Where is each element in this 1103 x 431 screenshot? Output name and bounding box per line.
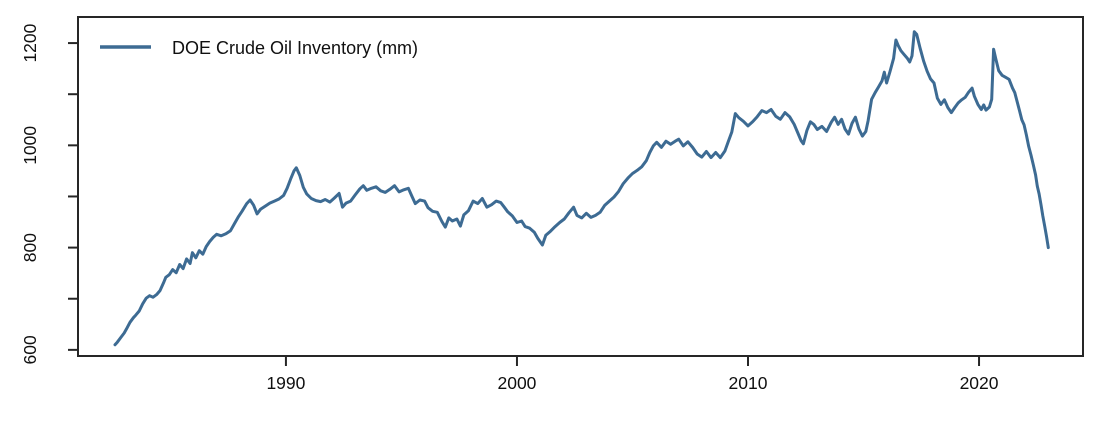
x-tick-label: 2020 bbox=[960, 373, 999, 393]
x-tick-label: 2000 bbox=[497, 373, 536, 393]
series-line bbox=[113, 30, 1050, 347]
y-axis: 600 800 1000 1200 bbox=[20, 23, 78, 364]
x-axis: 1990 2000 2010 2020 bbox=[266, 356, 999, 393]
x-tick-label: 2010 bbox=[729, 373, 768, 393]
y-tick-label: 600 bbox=[20, 335, 40, 364]
series-group bbox=[113, 30, 1050, 347]
x-tick-label: 1990 bbox=[266, 373, 305, 393]
y-tick-label: 1200 bbox=[20, 23, 40, 62]
plot-box bbox=[77, 16, 1084, 357]
legend: DOE Crude Oil Inventory (mm) bbox=[100, 38, 418, 58]
legend-label: DOE Crude Oil Inventory (mm) bbox=[172, 38, 418, 58]
y-tick-label: 1000 bbox=[20, 126, 40, 165]
y-tick-label: 800 bbox=[20, 233, 40, 262]
